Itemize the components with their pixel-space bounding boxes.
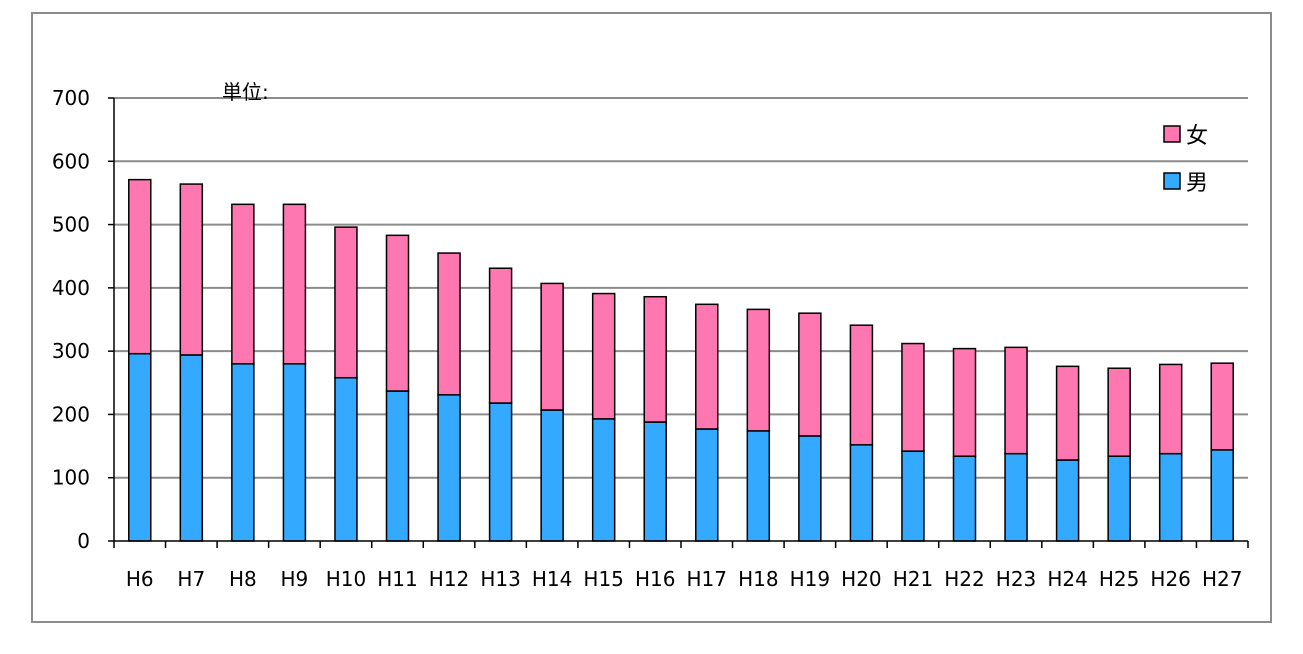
x-tick-label-H14: H14	[532, 567, 573, 591]
y-tick-label-500: 500	[52, 213, 90, 237]
y-tick-label-300: 300	[52, 339, 90, 363]
bar-H16-series-1	[643, 295, 667, 423]
bar-H17-series-1	[695, 303, 719, 430]
bar-H21-series-0	[901, 450, 925, 542]
y-tick-label-0: 0	[77, 529, 90, 553]
bar-H25-series-1	[1107, 367, 1131, 457]
x-axis-tick-labels: H6 H7 H8 H9 H10 H11 H12 H13 H14 H15 H16 H17 H18 H19 H2…	[113, 541, 1249, 591]
bar-H11-series-0	[385, 390, 410, 542]
x-tick-label-H15: H15	[583, 567, 624, 591]
bar-H23-series-0	[1004, 452, 1028, 542]
x-tick-label-H21: H21	[893, 567, 934, 591]
bar-H13-series-0	[488, 402, 513, 542]
bar-H19-series-1	[798, 312, 822, 437]
x-tick-label-H17: H17	[687, 567, 728, 591]
bar-H14-series-0	[540, 409, 564, 542]
unit-label: 単位:	[222, 80, 269, 104]
bar-H27-series-1	[1210, 362, 1234, 451]
bars	[128, 178, 1234, 542]
bar-H15-series-0	[591, 418, 616, 542]
x-tick-label-H9: H9	[281, 567, 309, 591]
x-tick-label-H25: H25	[1099, 567, 1140, 591]
legend-label-1: 男	[1186, 171, 1208, 196]
y-tick-label-200: 200	[52, 402, 90, 426]
bar-H7-series-0	[179, 354, 204, 542]
bar-H19-series-0	[798, 435, 822, 542]
bar-H8-series-1	[231, 203, 255, 365]
bar-H10-series-1	[334, 226, 358, 379]
x-tick-label-H24: H24	[1047, 567, 1088, 591]
x-tick-label-H26: H26	[1150, 567, 1191, 591]
y-axis-tick-labels: 0 100 200 300 400 500 600 700	[52, 86, 114, 553]
bar-H6-series-1	[128, 178, 152, 355]
bar-H23-series-1	[1004, 346, 1028, 455]
x-tick-label-H6: H6	[126, 567, 154, 591]
y-tick-label-100: 100	[52, 466, 90, 490]
bar-H12-series-1	[437, 252, 461, 396]
bar-H14-series-1	[540, 282, 564, 411]
bar-H9-series-1	[282, 203, 307, 365]
bar-H20-series-1	[849, 324, 874, 446]
x-tick-label-H12: H12	[429, 567, 470, 591]
y-tick-label-700: 700	[52, 86, 90, 110]
y-tick-label-600: 600	[52, 149, 90, 173]
x-tick-label-H11: H11	[377, 567, 418, 591]
x-tick-label-H23: H23	[996, 567, 1037, 591]
bar-H22-series-0	[952, 455, 977, 542]
bar-H22-series-1	[952, 347, 977, 457]
x-tick-label-H10: H10	[326, 567, 367, 591]
bar-H8-series-0	[231, 363, 255, 542]
bar-H12-series-0	[437, 394, 461, 542]
bar-H7-series-1	[179, 183, 204, 356]
x-tick-label-H19: H19	[790, 567, 831, 591]
legend-swatch-1	[1163, 172, 1181, 190]
x-tick-label-H7: H7	[177, 567, 205, 591]
x-tick-label-H18: H18	[738, 567, 779, 591]
bar-H6-series-0	[128, 352, 152, 542]
bar-H18-series-0	[746, 430, 771, 542]
legend: 女男	[1163, 124, 1208, 196]
x-tick-label-H8: H8	[229, 567, 257, 591]
x-tick-label-H20: H20	[841, 567, 882, 591]
legend-label-0: 女	[1186, 124, 1208, 149]
x-tick-label-H13: H13	[480, 567, 521, 591]
bar-H10-series-0	[334, 376, 358, 542]
legend-swatch-0	[1163, 125, 1181, 143]
bar-H26-series-1	[1158, 363, 1183, 455]
bar-H27-series-0	[1210, 449, 1234, 542]
bar-H21-series-1	[901, 342, 925, 452]
bar-H9-series-0	[282, 363, 307, 542]
bar-H24-series-1	[1055, 365, 1080, 461]
bar-H15-series-1	[591, 292, 616, 420]
bar-H13-series-1	[488, 267, 513, 404]
bar-H26-series-0	[1158, 452, 1183, 542]
bar-H11-series-1	[385, 234, 410, 392]
y-tick-label-400: 400	[52, 276, 90, 300]
x-tick-label-H27: H27	[1202, 567, 1243, 591]
bar-H24-series-0	[1055, 459, 1080, 542]
bar-H20-series-0	[849, 444, 874, 542]
bar-H17-series-0	[695, 428, 719, 542]
x-tick-label-H22: H22	[944, 567, 985, 591]
bar-H16-series-0	[643, 421, 667, 542]
x-tick-label-H16: H16	[635, 567, 676, 591]
bar-H18-series-1	[746, 308, 771, 432]
bar-H25-series-0	[1107, 455, 1131, 542]
